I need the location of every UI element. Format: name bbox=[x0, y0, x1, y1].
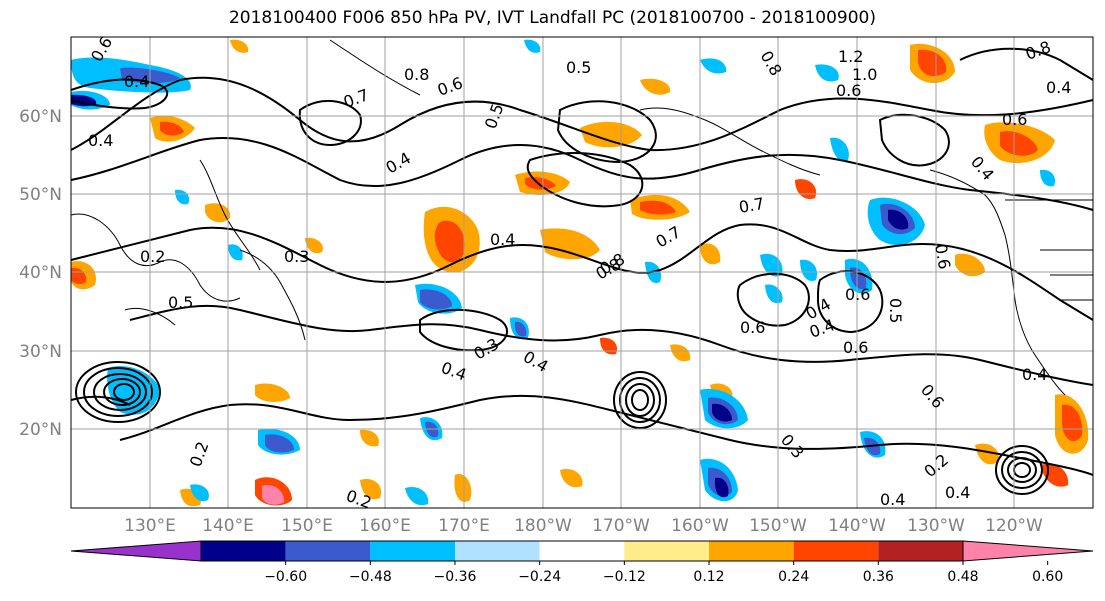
colorbar-swatch bbox=[878, 541, 963, 561]
colorbar-swatch bbox=[709, 541, 794, 561]
lon-label: 160°E bbox=[359, 516, 411, 536]
colorbar-tick-label: −0.36 bbox=[434, 569, 477, 585]
lat-label-50n: 50°N bbox=[19, 185, 62, 205]
colorbar-tick-label: −0.48 bbox=[349, 569, 392, 585]
lon-label: 170°E bbox=[438, 516, 490, 536]
lon-label: 160°W bbox=[671, 516, 729, 536]
lon-label: 150°W bbox=[749, 516, 807, 536]
colorbar-swatch bbox=[624, 541, 709, 561]
contour-label: 1.0 bbox=[852, 65, 877, 84]
colorbar-extend-low bbox=[70, 540, 202, 562]
map-grid bbox=[71, 37, 1093, 508]
contour-label: 0.5 bbox=[168, 293, 193, 312]
contour-label: 0.5 bbox=[886, 298, 905, 323]
colorbar-swatch bbox=[285, 541, 371, 561]
contour-label: 0.5 bbox=[566, 58, 591, 77]
lat-label-40n: 40°N bbox=[19, 263, 62, 283]
contour-label: 0.8 bbox=[404, 65, 429, 84]
contour-label: 0.6 bbox=[740, 318, 765, 337]
colorbar-tick-label: −0.24 bbox=[518, 569, 561, 585]
colorbar-tick-label: 0.36 bbox=[863, 569, 894, 585]
lon-label: 180°W bbox=[514, 516, 572, 536]
contour-label: 0.6 bbox=[1002, 110, 1027, 129]
cyclone-contours bbox=[75, 361, 1049, 495]
colorbar-tick-label: 0.12 bbox=[693, 569, 724, 585]
lat-label-60n: 60°N bbox=[19, 107, 62, 127]
pv-anomaly-shading bbox=[71, 39, 1089, 507]
contour-label: 1.2 bbox=[838, 47, 863, 66]
lon-label: 130°E bbox=[124, 516, 176, 536]
colorbar-frame bbox=[200, 540, 964, 562]
map-frame bbox=[70, 36, 1094, 509]
lon-label: 130°W bbox=[907, 516, 965, 536]
contour-label: 0.4 bbox=[88, 131, 113, 150]
colorbar-swatch bbox=[370, 541, 455, 561]
colorbar-swatch bbox=[201, 541, 286, 561]
colorbar-swatch bbox=[793, 541, 879, 561]
lon-label: 140°W bbox=[828, 516, 886, 536]
contour-label: 0.4 bbox=[880, 490, 905, 509]
lon-label: 140°E bbox=[202, 516, 254, 536]
chart-title: 2018100400 F006 850 hPa PV, IVT Landfall… bbox=[228, 8, 876, 28]
pv-contours bbox=[70, 47, 1094, 476]
contour-label: 0.4 bbox=[1022, 365, 1047, 384]
colorbar-swatch bbox=[455, 541, 540, 561]
colorbar-tick-label: 0.48 bbox=[947, 569, 978, 585]
colorbar: −0.60 −0.48 −0.36 −0.24 −0.12 0.12 0.24 0.36 0.4… bbox=[70, 540, 1094, 585]
lon-label: 120°W bbox=[985, 516, 1043, 536]
longitude-labels: 130°E 140°E 150°E 160°E 170°E 180°W 170°… bbox=[124, 516, 1043, 536]
colorbar-extend-high bbox=[962, 540, 1094, 562]
contour-label: 0.6 bbox=[845, 285, 870, 304]
lon-label: 150°E bbox=[281, 516, 333, 536]
latitude-labels: 60°N 50°N 40°N 30°N 20°N bbox=[19, 107, 62, 440]
lon-label: 170°W bbox=[592, 516, 650, 536]
colorbar-tick-label: −0.60 bbox=[264, 569, 307, 585]
lat-label-20n: 20°N bbox=[19, 420, 62, 440]
lat-label-30n: 30°N bbox=[19, 342, 62, 362]
contour-label: 0.4 bbox=[490, 230, 515, 249]
contour-label: 0.4 bbox=[124, 72, 149, 91]
contour-label: 0.6 bbox=[843, 338, 868, 357]
colorbar-swatch bbox=[539, 541, 625, 561]
contour-label: 0.4 bbox=[1046, 78, 1071, 97]
contour-label: 0.4 bbox=[945, 483, 970, 502]
contour-label: 0.7 bbox=[737, 194, 765, 217]
colorbar-tick-label: −0.12 bbox=[603, 569, 646, 585]
contour-label: 0.6 bbox=[931, 242, 954, 270]
contour-label: 0.2 bbox=[140, 247, 165, 266]
contour-label: 0.3 bbox=[284, 247, 309, 266]
colorbar-tick-label: 0.24 bbox=[778, 569, 809, 585]
colorbar-tick-label: 0.60 bbox=[1032, 569, 1063, 585]
contour-label: 0.6 bbox=[836, 81, 861, 100]
